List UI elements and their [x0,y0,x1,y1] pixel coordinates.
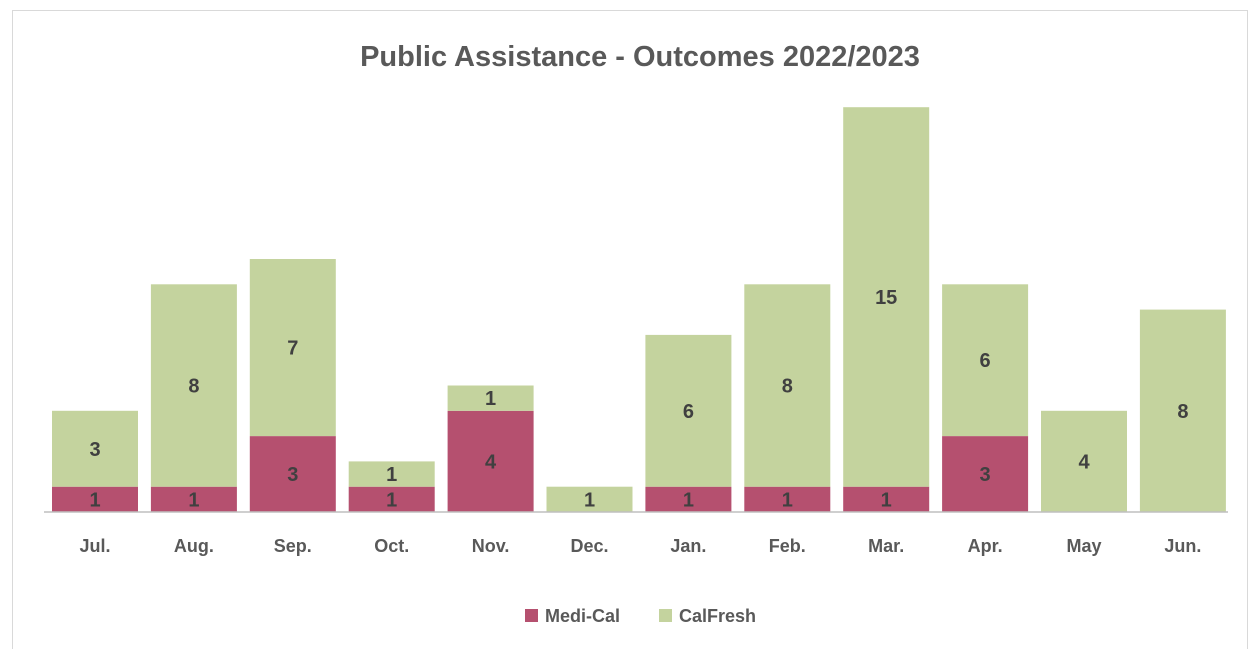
data-label: 3 [980,464,991,486]
data-label: 3 [287,464,298,486]
data-label: 8 [188,376,199,398]
data-label: 4 [1078,451,1090,473]
legend-label: CalFresh [679,606,756,626]
x-tick-label: Aug. [174,536,214,556]
x-tick-label: Mar. [868,536,904,556]
data-label: 4 [485,451,497,473]
x-tick-label: Jan. [670,536,706,556]
data-label: 1 [584,489,595,511]
x-tick-label: May [1066,536,1101,556]
data-label: 15 [875,287,897,309]
x-tick-label: Apr. [968,536,1003,556]
data-label: 1 [881,489,892,511]
data-label: 1 [782,489,793,511]
chart-title: Public Assistance - Outcomes 2022/2023 [360,41,920,73]
data-label: 1 [188,489,199,511]
x-tick-label: Sep. [274,536,312,556]
x-tick-label: Jun. [1164,536,1201,556]
x-tick-label: Jul. [79,536,110,556]
x-tick-label: Dec. [570,536,608,556]
x-tick-label: Oct. [374,536,409,556]
x-tick-label: Nov. [472,536,510,556]
data-label: 1 [386,489,397,511]
data-label: 7 [287,338,298,360]
legend-swatch-calfresh [659,609,672,622]
legend: Medi-Cal CalFresh [525,606,756,626]
data-label: 1 [683,489,694,511]
legend-label: Medi-Cal [545,606,620,626]
data-label: 6 [980,350,991,372]
data-label: 1 [386,464,397,486]
data-label: 8 [1177,401,1188,423]
x-tick-label: Feb. [769,536,806,556]
x-axis-ticks: Jul. Aug. Sep. Oct. Nov. Dec. Jan. Feb. Mar. Apr.… [79,536,1201,556]
data-label: 1 [485,388,496,410]
data-label: 1 [89,489,100,511]
data-label: 3 [89,439,100,461]
data-label: 8 [782,376,793,398]
data-label: 6 [683,401,694,423]
legend-swatch-medi-cal [525,609,538,622]
